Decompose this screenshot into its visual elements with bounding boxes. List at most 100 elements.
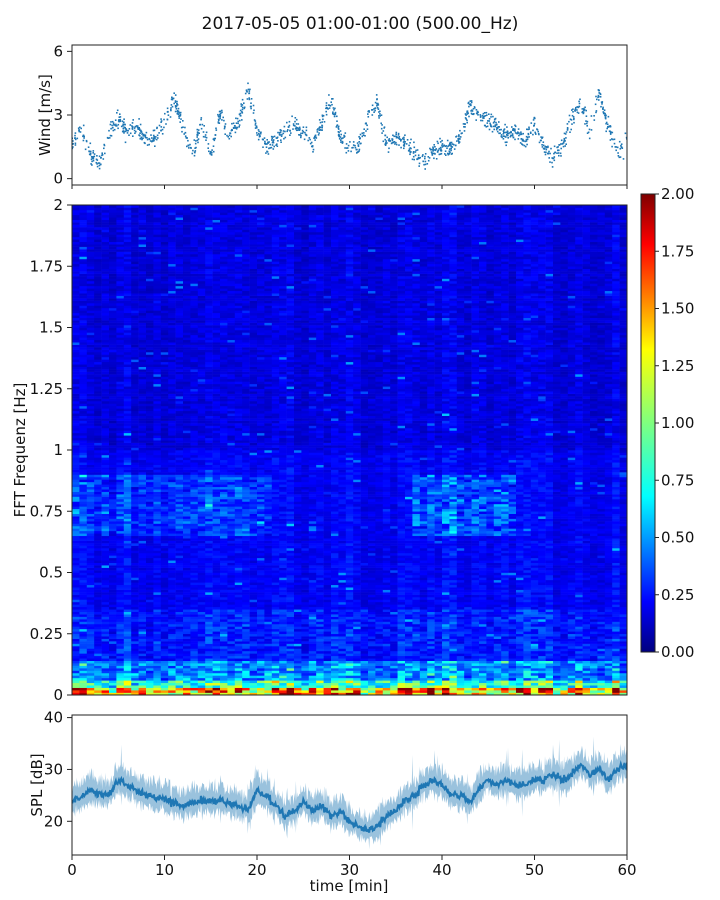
heatmap-cell xyxy=(153,486,162,490)
wind-point xyxy=(451,152,453,155)
heatmap-cell xyxy=(168,508,176,512)
heatmap-cell xyxy=(72,589,80,593)
wind-point xyxy=(469,103,472,105)
wind-point xyxy=(491,130,494,133)
wind-point xyxy=(526,143,528,146)
heatmap-cell xyxy=(79,614,88,617)
heatmap-cell xyxy=(123,442,132,446)
wind-point xyxy=(547,146,549,149)
heatmap-cell xyxy=(160,672,169,676)
heatmap-cell xyxy=(190,386,199,390)
heatmap-cell xyxy=(160,408,169,412)
heatmap-cell xyxy=(79,249,88,252)
heatmap-cell xyxy=(160,450,169,453)
heatmap-cell xyxy=(197,280,206,284)
heatmap-cell xyxy=(197,371,206,375)
wind-point xyxy=(605,121,608,124)
heatmap-cell xyxy=(123,425,132,429)
wind-point xyxy=(290,132,292,134)
heatmap-cell xyxy=(79,680,88,684)
heatmap-cell xyxy=(146,513,154,517)
heatmap-cell xyxy=(94,381,102,385)
heatmap-cell xyxy=(123,660,132,664)
heatmap-cell xyxy=(109,276,117,279)
heatmap-cell xyxy=(146,594,154,598)
heatmap-cell xyxy=(123,655,132,659)
wind-point xyxy=(219,113,221,116)
heatmap-cell xyxy=(94,535,102,539)
wind-point xyxy=(545,148,548,151)
heatmap-cell xyxy=(197,305,206,309)
heatmap-cell xyxy=(197,650,206,654)
heatmap-cell xyxy=(86,249,95,252)
heatmap-cell xyxy=(190,499,199,502)
heatmap-cell xyxy=(79,572,88,576)
wind-point xyxy=(468,115,470,118)
heatmap-cell xyxy=(116,251,125,255)
heatmap-cell xyxy=(168,636,176,639)
heatmap-cell xyxy=(197,445,206,448)
heatmap-cell xyxy=(138,687,147,691)
heatmap-cell xyxy=(190,327,199,331)
heatmap-cell xyxy=(160,322,169,326)
heatmap-cell xyxy=(109,420,117,424)
heatmap-cell xyxy=(123,682,132,686)
heatmap-cell xyxy=(109,692,117,695)
heatmap-cell xyxy=(153,506,162,510)
heatmap-cell xyxy=(72,369,80,372)
heatmap-cell xyxy=(168,310,176,314)
heatmap-cell xyxy=(94,494,102,497)
heatmap-cell xyxy=(79,327,88,331)
wind-point xyxy=(326,107,328,109)
heatmap-cell xyxy=(183,599,191,603)
heatmap-cell xyxy=(116,398,125,402)
heatmap-cell xyxy=(197,503,206,507)
heatmap-cell xyxy=(109,209,117,213)
heatmap-cell xyxy=(183,496,191,500)
heatmap-cell xyxy=(123,523,132,527)
wind-point xyxy=(410,138,412,141)
heatmap-cell xyxy=(79,337,88,341)
wind-point xyxy=(368,111,370,113)
heatmap-cell xyxy=(168,523,176,527)
heatmap-cell xyxy=(72,528,80,532)
heatmap-cell xyxy=(138,288,147,292)
heatmap-cell xyxy=(153,219,162,223)
wind-point xyxy=(255,125,258,127)
heatmap-cell xyxy=(131,364,139,367)
heatmap-cell xyxy=(116,508,125,512)
heatmap-cell xyxy=(109,254,117,257)
heatmap-cell xyxy=(94,305,102,309)
wind-point xyxy=(622,158,625,160)
heatmap-cell xyxy=(153,530,162,534)
heatmap-cell xyxy=(197,322,206,326)
heatmap-cell xyxy=(175,403,184,407)
heatmap-cell xyxy=(190,680,199,684)
heatmap-cell xyxy=(190,692,199,695)
heatmap-cell xyxy=(109,212,117,216)
wind-point xyxy=(541,137,543,139)
heatmap-cell xyxy=(79,288,88,292)
wind-point xyxy=(114,124,117,127)
heatmap-cell xyxy=(153,327,162,331)
heatmap-cell xyxy=(101,356,110,360)
heatmap-cell xyxy=(190,371,199,375)
heatmap-cell xyxy=(72,442,80,446)
heatmap-cell xyxy=(109,413,117,416)
heatmap-cell xyxy=(101,572,110,576)
heatmap-cell xyxy=(86,359,95,363)
heatmap-cell xyxy=(79,359,88,363)
wind-point xyxy=(345,143,348,145)
wind-point xyxy=(138,127,140,129)
heatmap-cell xyxy=(72,597,80,600)
heatmap-cell xyxy=(94,408,102,412)
heatmap-cell xyxy=(153,393,162,397)
heatmap-cell xyxy=(86,369,95,372)
heatmap-cell xyxy=(146,427,154,431)
heatmap-cell xyxy=(153,606,162,610)
heatmap-cell xyxy=(86,631,95,635)
heatmap-cell xyxy=(79,506,88,510)
wind-point xyxy=(221,109,223,112)
heatmap-cell xyxy=(94,344,102,348)
wind-point xyxy=(260,131,262,134)
